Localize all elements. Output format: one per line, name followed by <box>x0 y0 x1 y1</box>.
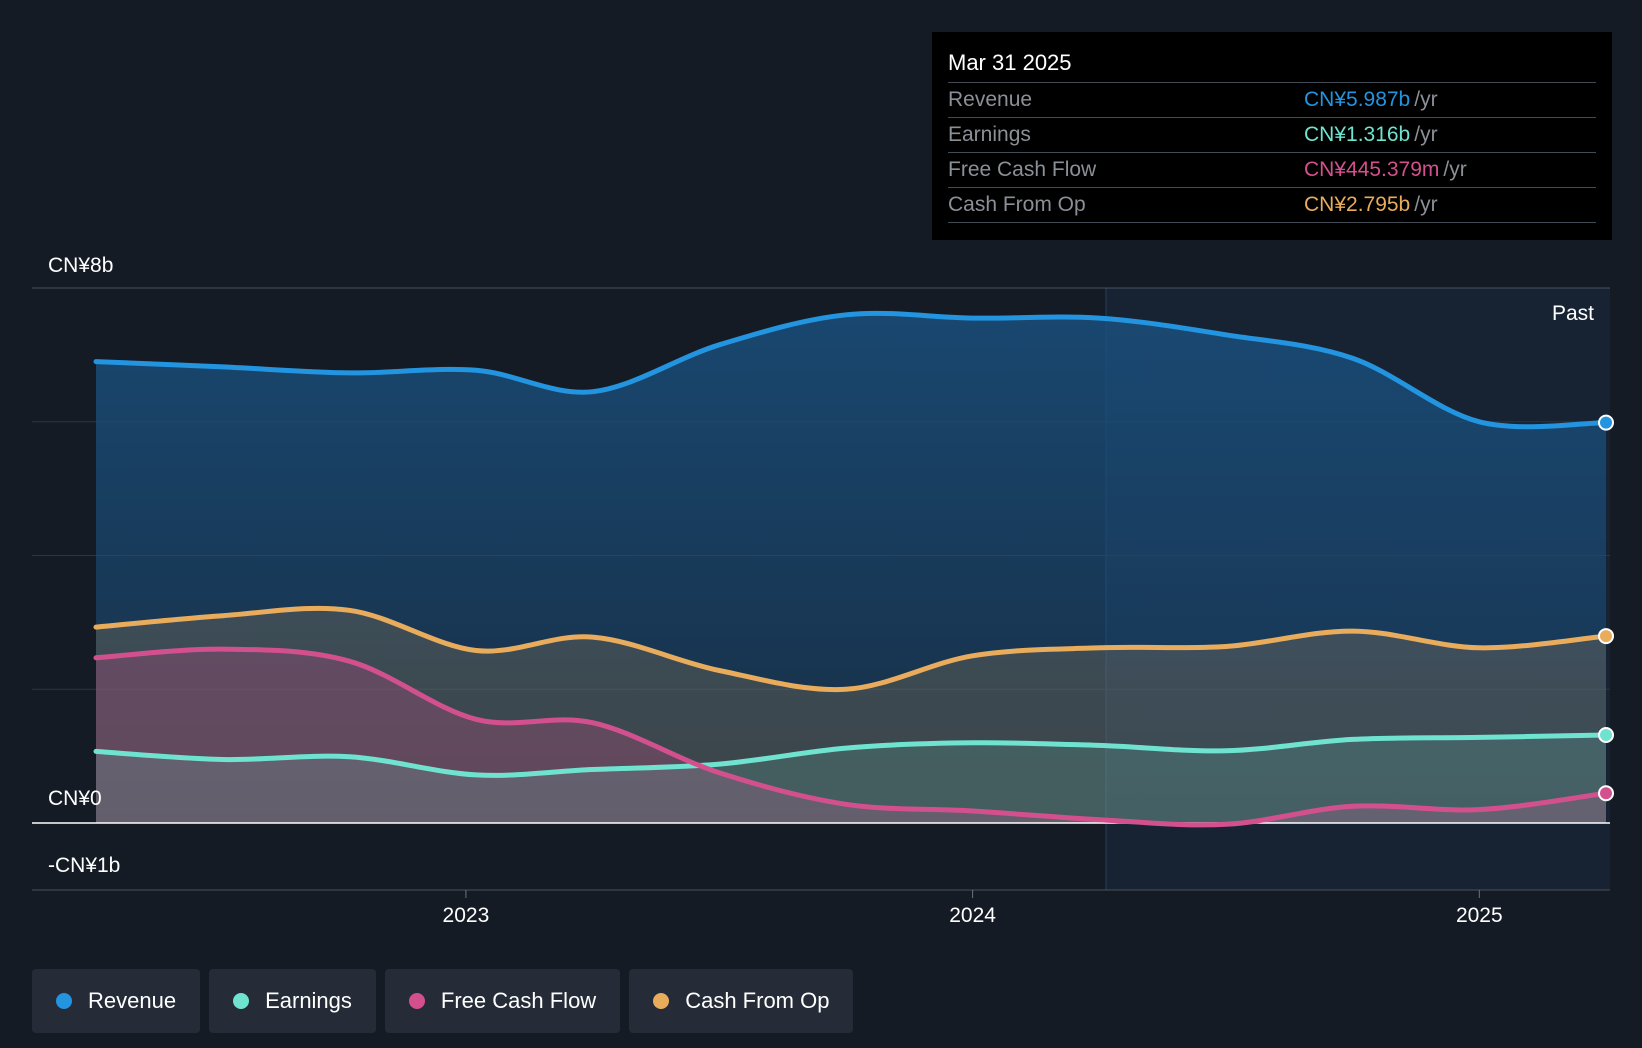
x-tick-label: 2024 <box>949 904 996 927</box>
tooltip-row-cash-from-op: Cash From Op CN¥2.795b/yr <box>948 188 1596 223</box>
tooltip-rows: Revenue CN¥5.987b/yr Earnings CN¥1.316b /… <box>948 82 1596 223</box>
area-free-cash-flow <box>96 649 1606 825</box>
tooltip-value-wrap: CN¥445.379m/yr <box>1304 158 1467 182</box>
line-free-cash-flow <box>93 646 1609 828</box>
y-tick-zero: CN¥0 <box>48 787 102 810</box>
tooltip-value-wrap: CN¥2.795b/yr <box>1304 193 1438 217</box>
legend-dot-icon <box>56 993 72 1009</box>
y-tick-bottom: -CN¥1b <box>48 854 120 877</box>
line-earnings <box>93 732 1609 778</box>
past-label: Past <box>1552 302 1594 325</box>
tooltip-value: CN¥445.379m <box>1304 158 1440 181</box>
tooltip-row-earnings: Earnings CN¥1.316b/yr <box>948 118 1596 153</box>
line-revenue <box>93 310 1609 430</box>
tooltip-label: Cash From Op <box>948 193 1086 216</box>
legend-item-cash-from-op[interactable]: Cash From Op <box>629 969 854 1033</box>
tooltip-date: Mar 31 2025 <box>948 50 1072 75</box>
x-tick-label: 2025 <box>1456 904 1503 927</box>
legend-item-free-cash-flow[interactable]: Free Cash Flow <box>384 969 621 1033</box>
legend-dot-icon <box>408 993 425 1009</box>
tooltip-value: CN¥5.987b <box>1304 88 1411 111</box>
tooltip-label: Free Cash Flow <box>948 158 1097 181</box>
y-tick-top: CN¥8b <box>48 254 113 277</box>
area-cash-from-op <box>96 608 1606 823</box>
legend-label: Cash From Op <box>685 988 830 1013</box>
legend-label: Earnings <box>265 988 352 1013</box>
tooltip-label: Earnings <box>948 123 1031 146</box>
tooltip-row-free-cash-flow: Free Cash Flow CN¥445.379m/yr <box>948 153 1596 188</box>
tooltip-unit: /yr <box>1414 193 1438 216</box>
legend-label: Revenue <box>88 988 177 1013</box>
legend-label: Free Cash Flow <box>440 988 597 1013</box>
area-earnings <box>96 735 1606 823</box>
legend: Revenue Earnings Free Cash Flow Cash Fro… <box>32 969 854 1033</box>
tooltip-unit: /yr <box>1414 88 1438 111</box>
line-cash-from-op <box>93 605 1609 693</box>
endpoint-revenue <box>1598 414 1614 431</box>
endpoint-earnings <box>1598 726 1614 743</box>
tooltip-value: CN¥2.795b <box>1304 193 1411 216</box>
legend-item-revenue[interactable]: Revenue <box>32 969 201 1033</box>
series-areas <box>96 313 1606 825</box>
legend-dot-icon <box>653 993 670 1009</box>
legend-dot-icon <box>233 993 250 1009</box>
tooltip: Mar 31 2025 Revenue CN¥5.987b/yr Earning… <box>932 32 1612 240</box>
series-endpoints <box>1598 414 1614 802</box>
tooltip-value-wrap: CN¥5.987b/yr <box>1304 88 1438 112</box>
area-revenue <box>96 313 1606 823</box>
x-axis-ticks: 2023 2024 2025 <box>443 890 1503 927</box>
tooltip-row-revenue: Revenue CN¥5.987b/yr <box>948 83 1596 118</box>
tooltip-label: Revenue <box>948 88 1033 111</box>
tooltip-unit: /yr <box>1414 123 1438 146</box>
tooltip-value: CN¥1.316b <box>1304 123 1411 146</box>
tooltip-value-wrap: CN¥1.316b/yr <box>1304 123 1438 147</box>
legend-item-earnings[interactable]: Earnings <box>209 969 376 1033</box>
tooltip-unit: /yr <box>1443 158 1467 181</box>
endpoint-cash-from-op <box>1598 628 1614 645</box>
series-lines <box>93 310 1609 828</box>
endpoint-free-cash-flow <box>1598 785 1614 802</box>
x-tick-label: 2023 <box>443 904 490 927</box>
